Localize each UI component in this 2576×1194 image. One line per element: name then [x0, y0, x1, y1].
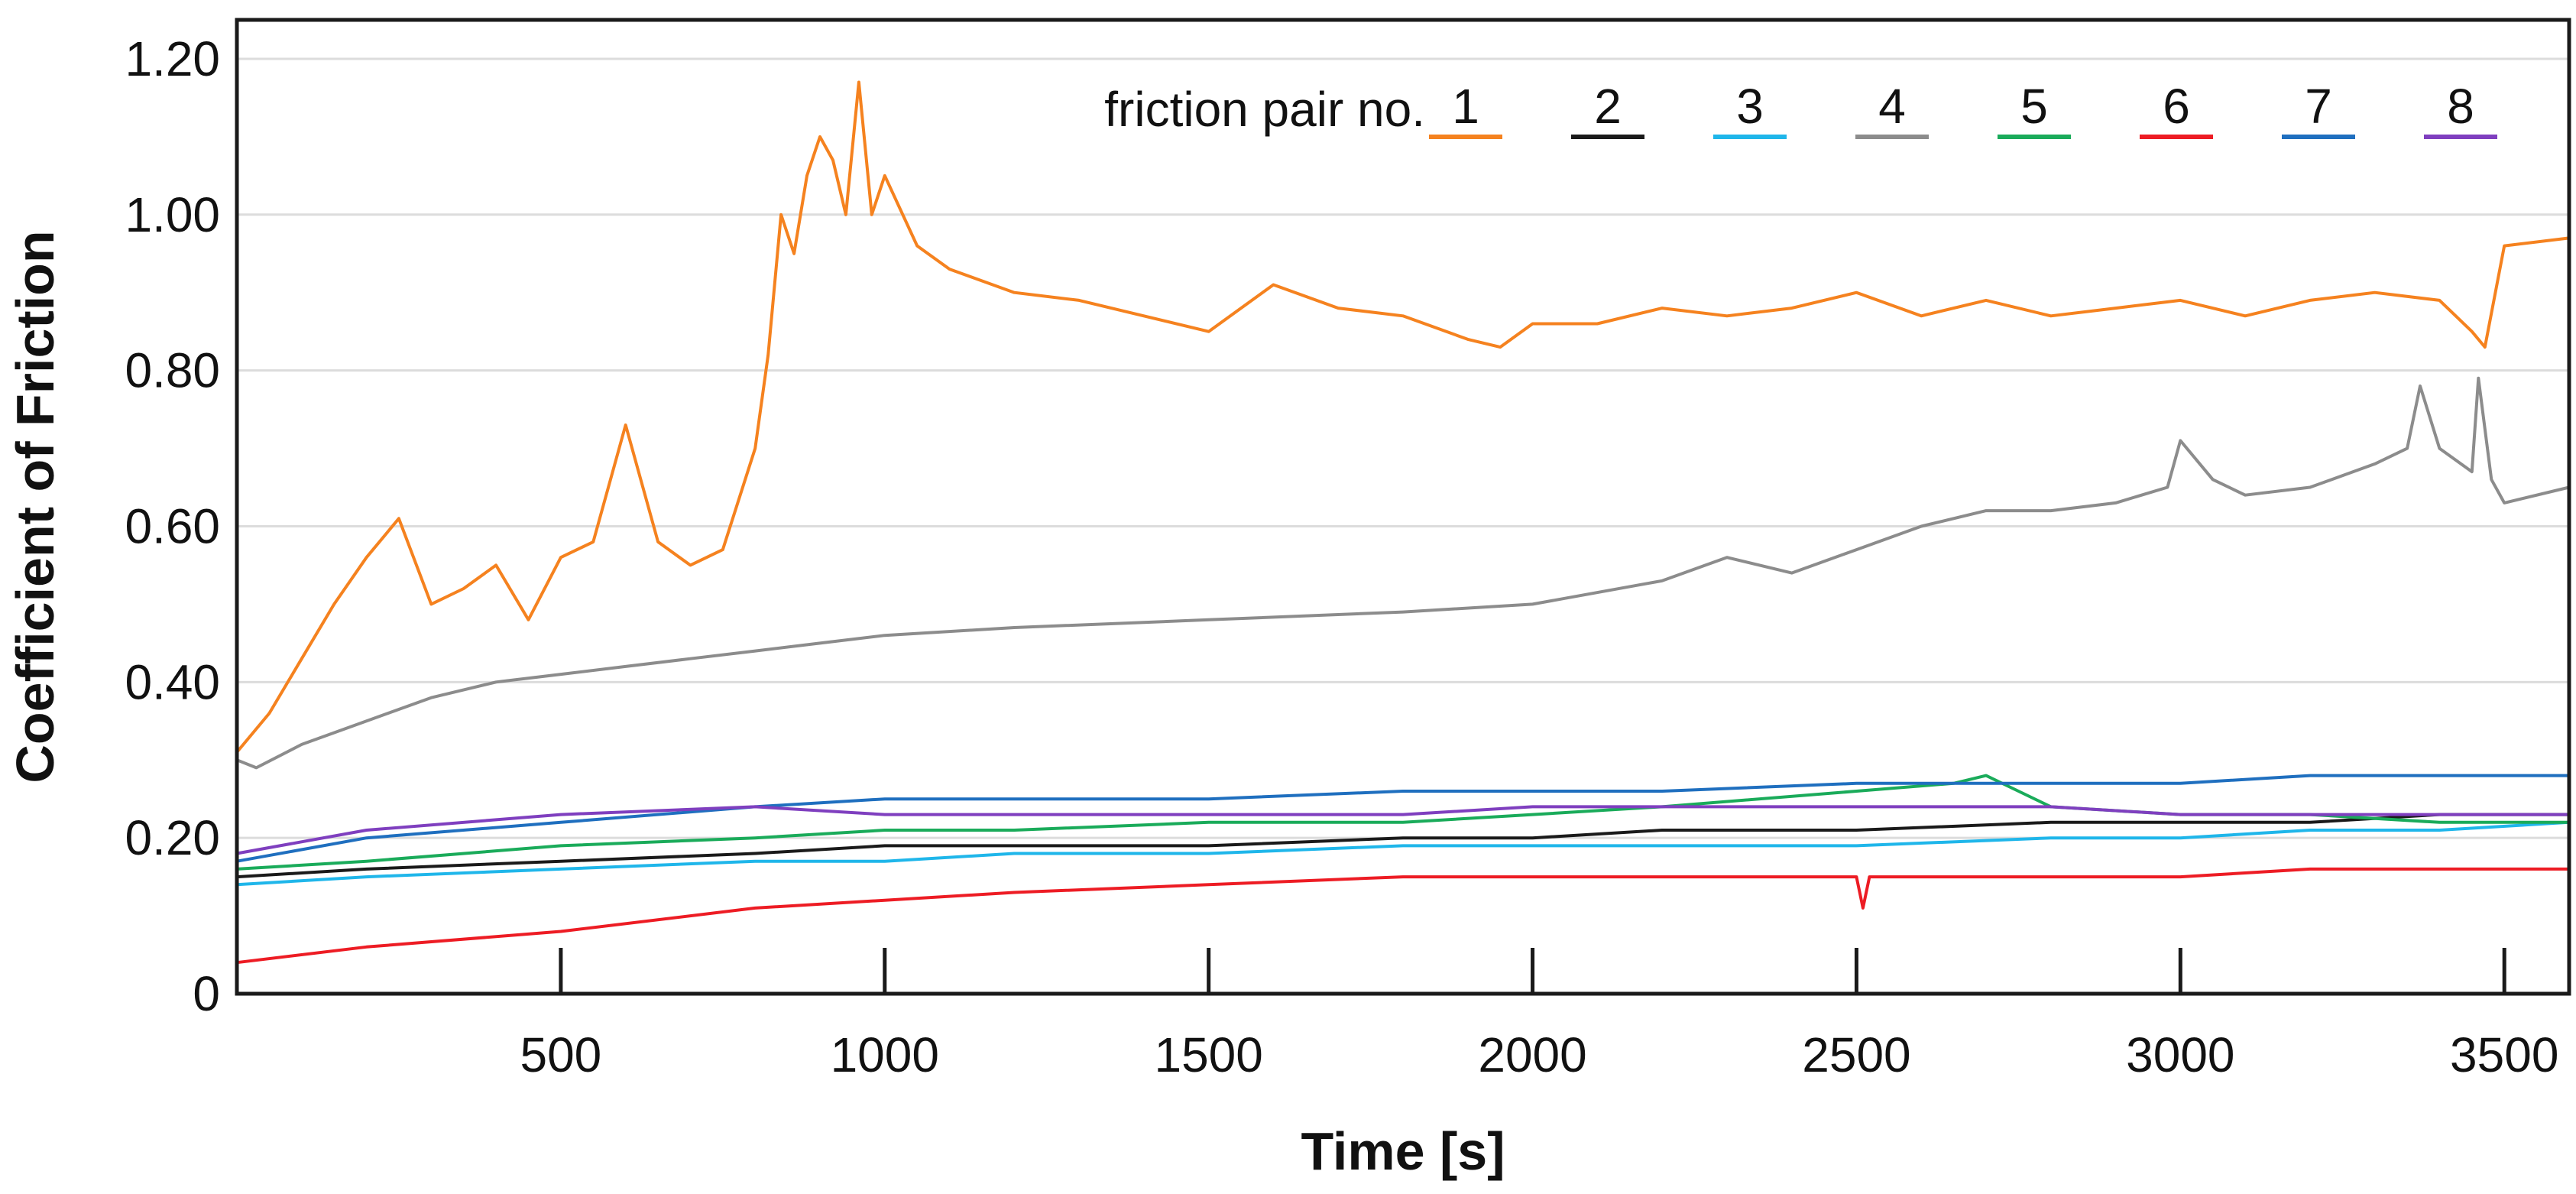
x-tick-label-4: 2500 — [1802, 1027, 1910, 1082]
legend-label-2: 2 — [1594, 79, 1622, 134]
x-tick-label-5: 3000 — [2126, 1027, 2234, 1082]
y-tick-label-6: 1.20 — [125, 31, 220, 86]
y-tick-label-0: 0 — [193, 966, 220, 1021]
tick-layer: 0 0.20 0.40 0.60 0.80 1.00 1.20 500 1000 1500 2000… — [125, 31, 2558, 1082]
series-line-4 — [235, 376, 2571, 770]
series-line-7 — [235, 774, 2571, 863]
grid-layer — [237, 57, 2569, 839]
x-tick-label-2: 1500 — [1154, 1027, 1262, 1082]
legend-label-5: 5 — [2020, 79, 2048, 134]
series-line-2 — [235, 813, 2571, 879]
series-layer — [235, 80, 2571, 965]
x-tick-label-6: 3500 — [2450, 1027, 2558, 1082]
series-line-8 — [235, 805, 2571, 855]
series-line-1 — [235, 80, 2571, 754]
legend: friction pair no. 1 2 3 4 5 6 7 8 — [1104, 79, 2497, 139]
y-tick-label-2: 0.40 — [125, 654, 220, 709]
legend-label-6: 6 — [2163, 79, 2190, 134]
series-line-6 — [235, 867, 2571, 965]
plot-frame — [235, 18, 2571, 996]
x-tick-label-0: 500 — [520, 1027, 601, 1082]
legend-title: friction pair no. — [1104, 82, 1425, 137]
y-tick-label-3: 0.60 — [125, 498, 220, 553]
legend-label-8: 8 — [2447, 79, 2474, 134]
x-tick-label-1: 1000 — [831, 1027, 939, 1082]
legend-label-7: 7 — [2305, 79, 2332, 134]
y-tick-label-5: 1.00 — [125, 187, 220, 242]
legend-label-1: 1 — [1452, 79, 1479, 134]
x-axis-title: Time [s] — [1301, 1121, 1505, 1181]
series-line-3 — [235, 820, 2571, 887]
y-tick-label-1: 0.20 — [125, 810, 220, 865]
legend-label-3: 3 — [1736, 79, 1764, 134]
legend-label-4: 4 — [1878, 79, 1906, 134]
y-axis-title: Coefficient of Friction — [5, 230, 65, 783]
y-tick-label-4: 0.80 — [125, 343, 220, 398]
x-tick-label-3: 2000 — [1478, 1027, 1586, 1082]
